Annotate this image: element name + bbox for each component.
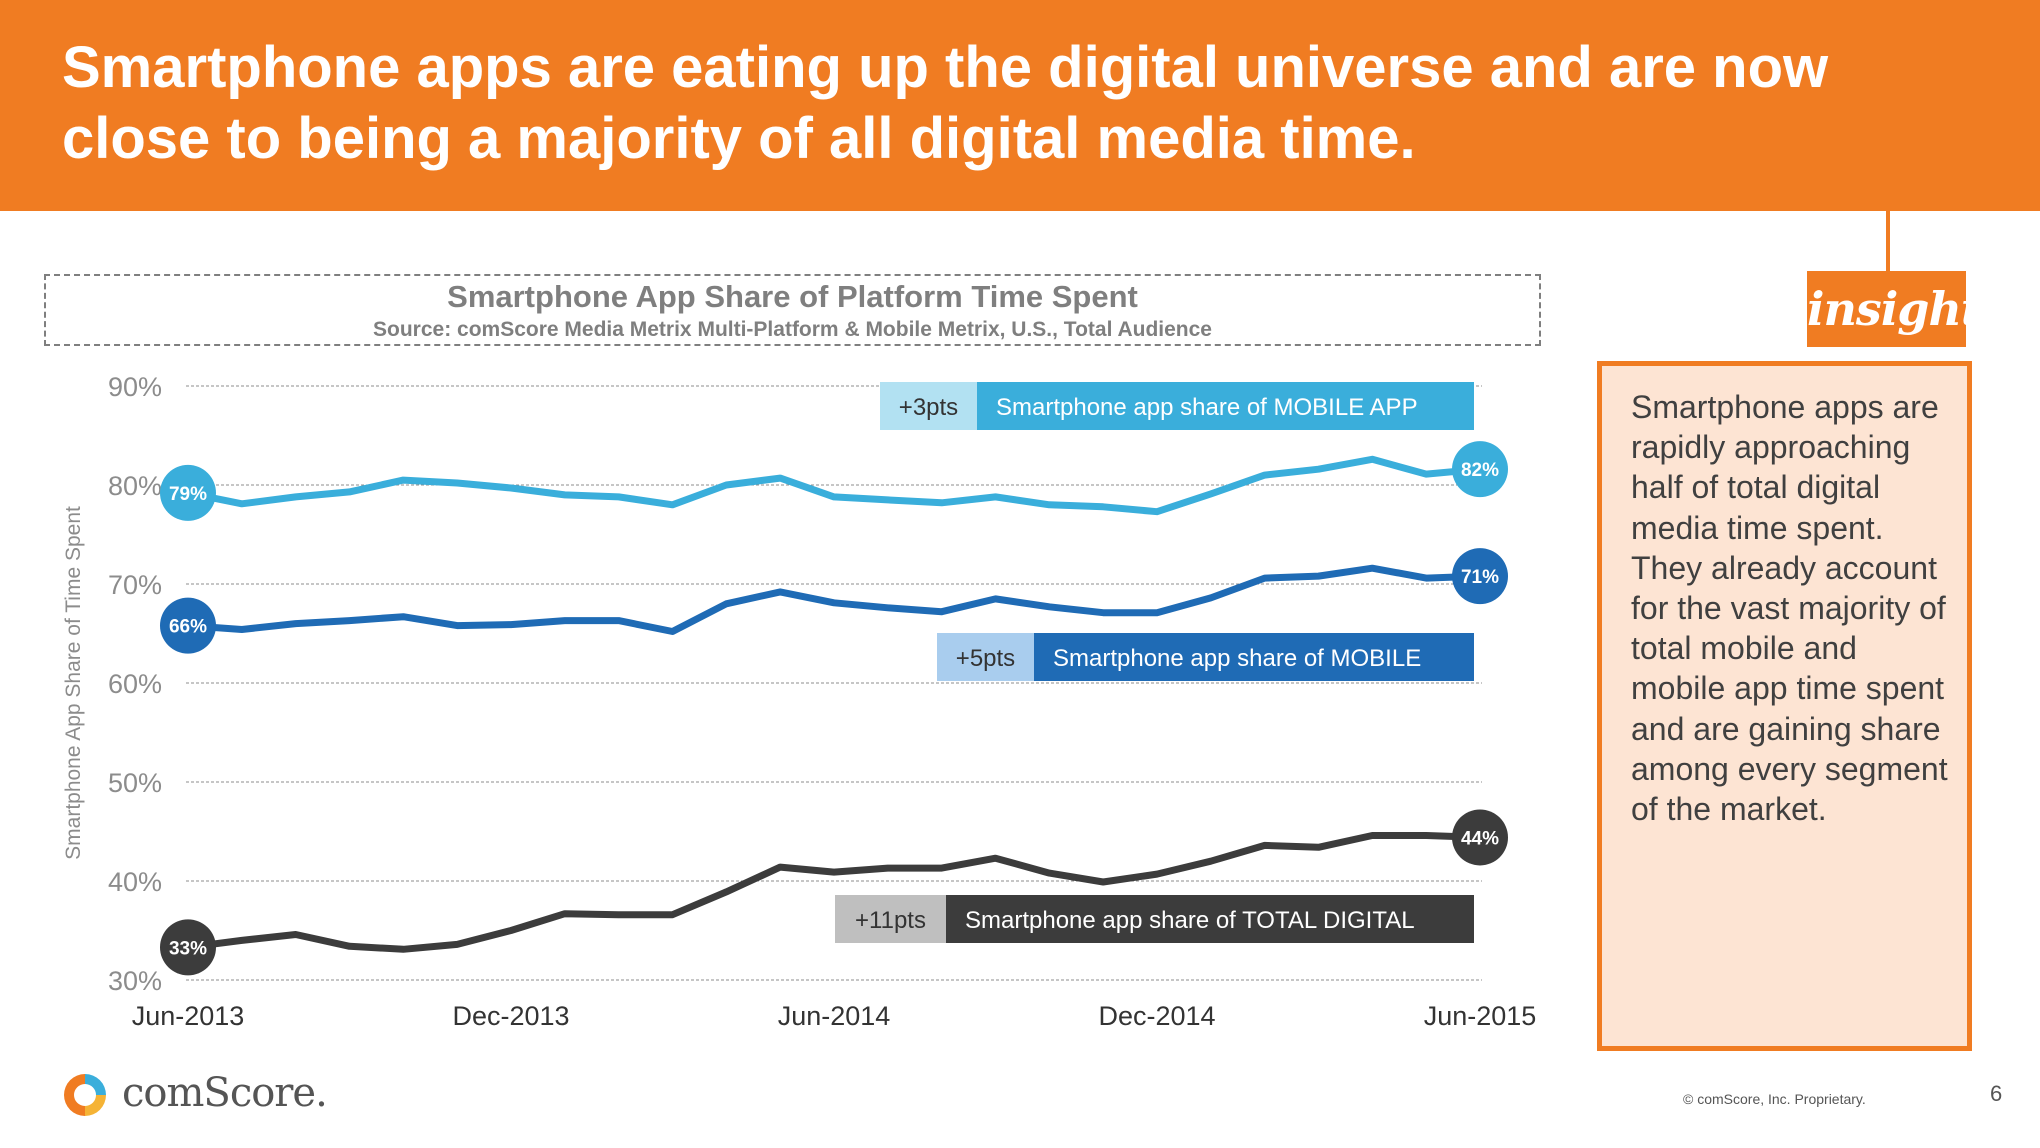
data-label: 79%: [169, 484, 207, 505]
legend-series-name: Smartphone app share of MOBILE APP: [996, 394, 1418, 421]
data-label: 44%: [1461, 828, 1499, 849]
x-tick-label: Jun-2013: [132, 1001, 245, 1031]
legend-delta-box: [835, 895, 946, 943]
endpoint-bubble: [160, 919, 216, 976]
insight-connector: [1886, 211, 1890, 273]
legend-name-box: [946, 895, 1474, 943]
legend-series-name: Smartphone app share of TOTAL DIGITAL: [965, 907, 1415, 934]
x-tick-label: Dec-2014: [1098, 1001, 1215, 1031]
y-tick-label: 70%: [108, 570, 162, 600]
chart-title: Smartphone App Share of Platform Time Sp…: [447, 279, 1138, 314]
legend-delta: +3pts: [899, 394, 958, 421]
y-tick-label: 50%: [108, 768, 162, 798]
legend-delta-box: [937, 633, 1034, 681]
legend-delta-box: [880, 382, 977, 430]
comscore-logo-icon: [64, 1074, 106, 1116]
y-tick-label: 90%: [108, 372, 162, 402]
series-line: [184, 832, 1484, 953]
y-tick-label: 40%: [108, 867, 162, 897]
data-label: 71%: [1461, 567, 1499, 588]
slide-title: Smartphone apps are eating up the digita…: [62, 35, 1829, 171]
legend-name-box: [977, 382, 1474, 430]
y-axis-label: Smartphone App Share of Time Spent: [62, 506, 85, 860]
data-label: 33%: [169, 938, 207, 959]
chart-title-box: Smartphone App Share of Platform Time Sp…: [44, 274, 1541, 346]
legend-delta: +5pts: [956, 645, 1015, 672]
insight-text: Smartphone apps are rapidly approaching …: [1631, 389, 1948, 828]
insight-tag: insight: [1807, 271, 1982, 347]
data-label: 66%: [169, 617, 207, 638]
legend-delta: +11pts: [855, 907, 926, 934]
x-tick-label: Jun-2015: [1424, 1001, 1537, 1031]
endpoint-bubble: [1452, 441, 1508, 498]
legend-series-name: Smartphone app share of MOBILE: [1053, 645, 1421, 672]
header-banner: Smartphone apps are eating up the digita…: [0, 0, 2040, 211]
chart-subtitle: Source: comScore Media Metrix Multi-Plat…: [373, 318, 1212, 341]
x-tick-label: Dec-2013: [452, 1001, 569, 1031]
data-label: 82%: [1461, 460, 1499, 481]
legend-name-box: [1034, 633, 1474, 681]
insight-panel: [1597, 361, 1972, 1051]
y-tick-label: 80%: [108, 471, 162, 501]
endpoint-bubble: [1452, 809, 1508, 866]
y-tick-label: 30%: [108, 966, 162, 996]
series-line: [184, 564, 1484, 635]
endpoint-bubble: [1452, 548, 1508, 605]
page-number: 6: [1990, 1081, 2003, 1106]
endpoint-bubble: [160, 464, 216, 521]
y-tick-label: 60%: [108, 669, 162, 699]
line-chart: 30% 40% 50% 60% 70% 80% 90% Smartphone App Shar…: [62, 372, 1537, 1031]
logo-text: comScore.: [122, 1070, 328, 1116]
copyright: © comScore, Inc. Proprietary.: [1683, 1091, 1866, 1107]
series-line: [184, 455, 1484, 516]
x-tick-label: Jun-2014: [778, 1001, 891, 1031]
endpoint-bubble: [160, 597, 216, 654]
